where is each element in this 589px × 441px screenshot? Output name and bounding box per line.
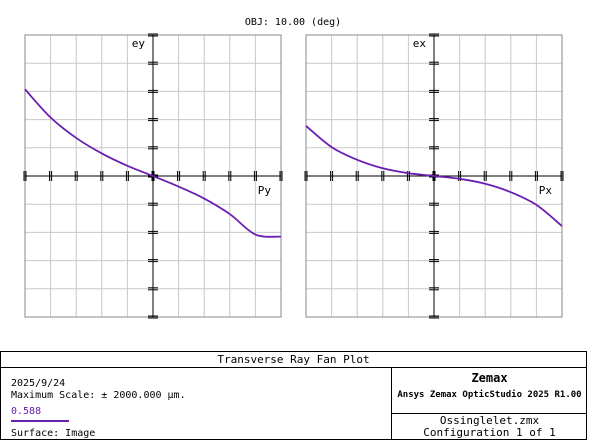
sagittal-fan-panel: ex Px <box>304 33 564 319</box>
info-box: Transverse Ray Fan Plot 2025/9/24 Maximu… <box>0 351 587 440</box>
file-name-text: Ossinglelet.zmx <box>439 414 540 427</box>
ray-fan-plot-area: OBJ: 10.00 (deg) ey Py ex Px <box>23 17 564 319</box>
legend-wavelength-label: 0.588 <box>11 406 42 417</box>
tangential-fan-panel: ey Py <box>23 33 283 319</box>
info-right: Zemax Ansys Zemax OpticStudio 2025 R1.00… <box>391 367 587 439</box>
plot-title: Transverse Ray Fan Plot <box>1 352 586 368</box>
info-left: 2025/9/24 Maximum Scale: ± 2000.000 µm. … <box>11 378 186 440</box>
x-axis-label: Px <box>539 184 553 197</box>
configuration-text: Configuration 1 of 1 <box>423 426 556 439</box>
legend-line-swatch <box>11 420 69 422</box>
y-axis-label: ey <box>132 37 146 50</box>
surface-text: Surface: Image <box>11 428 96 439</box>
ray-fan-curve <box>305 125 563 227</box>
x-axis-label: Py <box>258 184 272 197</box>
file-box: Ossinglelet.zmx Configuration 1 of 1 <box>392 413 587 439</box>
ray-fan-curve <box>24 88 282 238</box>
max-scale-text: Maximum Scale: ± 2000.000 µm. <box>11 390 186 401</box>
y-axis-label: ex <box>413 37 427 50</box>
field-label: OBJ: 10.00 (deg) <box>245 17 341 28</box>
product-text: Ansys Zemax OpticStudio 2025 R1.00 <box>397 390 582 400</box>
brand-text: Zemax <box>471 371 508 385</box>
date-text: 2025/9/24 <box>11 378 66 389</box>
